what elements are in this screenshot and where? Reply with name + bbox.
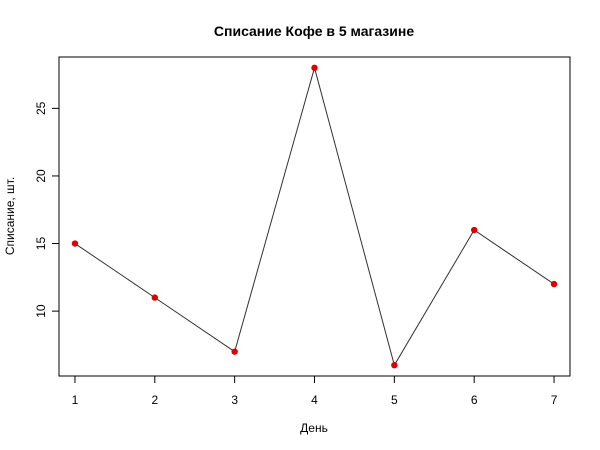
data-point: [391, 361, 398, 369]
data-point: [231, 348, 238, 355]
x-axis-label: День: [300, 421, 328, 435]
data-point: [550, 280, 558, 288]
y-tick-label: 25: [34, 101, 48, 115]
x-tick-label: 5: [391, 393, 398, 407]
y-tick-label: 15: [34, 237, 48, 251]
series-points: [71, 64, 558, 369]
data-point: [151, 294, 159, 301]
series-polyline: [74, 65, 555, 367]
x-tick-label: 1: [72, 393, 79, 407]
x-tick-label: 6: [471, 393, 478, 407]
series-line: [74, 65, 555, 367]
y-axis: 10 15 20 25: [34, 101, 60, 318]
x-tick-label: 7: [551, 393, 558, 407]
chart-title: Списание Кофе в 5 магазине: [214, 23, 414, 39]
x-axis: 1 2 3 4 5 6 7: [72, 375, 558, 407]
data-point: [470, 226, 478, 234]
plot-box: [58, 56, 571, 377]
y-tick-label: 20: [34, 169, 48, 183]
data-point: [311, 64, 318, 72]
y-axis-label: Списание, шт.: [3, 177, 17, 255]
data-point: [71, 240, 79, 247]
y-tick-label: 10: [34, 304, 48, 318]
x-tick-label: 3: [231, 393, 238, 407]
x-tick-label: 2: [151, 393, 158, 407]
x-tick-label: 4: [311, 393, 318, 407]
